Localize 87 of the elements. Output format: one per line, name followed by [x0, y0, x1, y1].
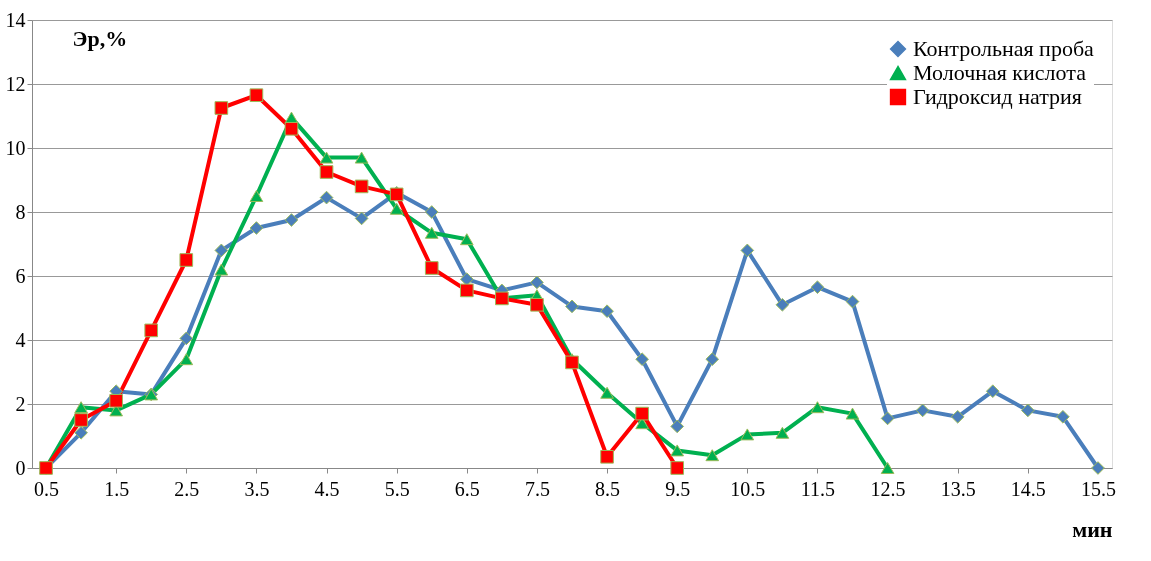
point: [985, 384, 1000, 399]
point: [214, 243, 229, 258]
point: [740, 243, 755, 258]
x-tick-label: 13.5: [940, 477, 976, 500]
x-tick-label: 12.5: [870, 477, 906, 500]
point: [600, 304, 614, 319]
point: [354, 211, 369, 226]
point: [179, 253, 194, 267]
point: [249, 221, 264, 235]
point: [214, 263, 229, 276]
point: [144, 323, 159, 338]
legend-label: Молочная кислота: [913, 60, 1087, 85]
y-axis-title: Эр,%: [72, 25, 128, 51]
legend-label: Контрольная проба: [913, 36, 1095, 61]
legend-label: Гидроксид натрия: [913, 84, 1082, 109]
point: [389, 202, 404, 215]
point: [880, 411, 895, 426]
point: [1021, 403, 1035, 418]
point: [810, 401, 825, 414]
point: [810, 280, 825, 295]
point: [775, 297, 790, 312]
point: [319, 190, 334, 205]
y-tick-label: 12: [5, 72, 26, 95]
point: [740, 428, 755, 441]
point: [845, 407, 860, 420]
point: [635, 352, 649, 367]
point: [670, 444, 685, 457]
point: [600, 449, 614, 464]
point: [530, 297, 544, 312]
point: [284, 121, 299, 136]
point: [635, 406, 649, 421]
point: [424, 205, 439, 219]
x-tick-label: 2.5: [174, 477, 200, 500]
x-axis-title: мин: [1072, 516, 1113, 542]
y-tick-label: 0: [15, 456, 26, 479]
point: [319, 151, 334, 164]
point: [1056, 409, 1070, 424]
y-tick-label: 10: [5, 136, 26, 159]
point: [845, 294, 860, 309]
point: [459, 283, 474, 298]
point: [880, 462, 895, 474]
point: [424, 226, 439, 239]
point: [354, 179, 369, 194]
point: [74, 401, 88, 414]
y-tick-label: 14: [5, 8, 26, 31]
point: [670, 461, 685, 475]
point: [74, 413, 88, 427]
y-tick-label: 2: [15, 392, 26, 415]
point: [109, 393, 123, 408]
point: [214, 101, 229, 115]
x-tick-label: 0.5: [34, 477, 60, 500]
x-tick-label: 1.5: [104, 477, 130, 500]
point: [705, 449, 720, 462]
point: [459, 233, 474, 246]
point: [950, 409, 965, 424]
x-tick-label: 11.5: [800, 477, 836, 500]
point: [670, 419, 685, 434]
point: [530, 275, 544, 290]
x-tick-label: 15.5: [1080, 477, 1116, 500]
point: [565, 299, 579, 314]
x-tick-label: 6.5: [454, 477, 480, 500]
point: [424, 261, 439, 275]
point: [565, 355, 579, 370]
point: [915, 403, 930, 418]
y-tick-label: 4: [15, 328, 26, 351]
point: [705, 352, 720, 367]
point: [1091, 461, 1105, 475]
x-tick-label: 4.5: [314, 477, 340, 500]
point: [775, 426, 790, 439]
x-tick-label: 7.5: [524, 477, 550, 500]
point: [179, 331, 194, 346]
y-tick-label: 6: [15, 264, 26, 287]
point: [74, 425, 88, 440]
x-tick-label: 8.5: [595, 477, 621, 500]
point: [249, 190, 264, 202]
y-tick-label: 8: [15, 200, 26, 223]
x-tick-label: 10.5: [730, 477, 766, 500]
point: [600, 386, 614, 399]
point: [284, 213, 299, 227]
x-tick-label: 5.5: [384, 477, 410, 500]
point: [354, 151, 369, 164]
point: [319, 165, 334, 179]
point: [249, 88, 264, 103]
x-tick-label: 14.5: [1010, 477, 1046, 500]
point: [179, 353, 194, 366]
x-tick-label: 9.5: [665, 477, 691, 500]
x-tick-label: 3.5: [244, 477, 270, 500]
